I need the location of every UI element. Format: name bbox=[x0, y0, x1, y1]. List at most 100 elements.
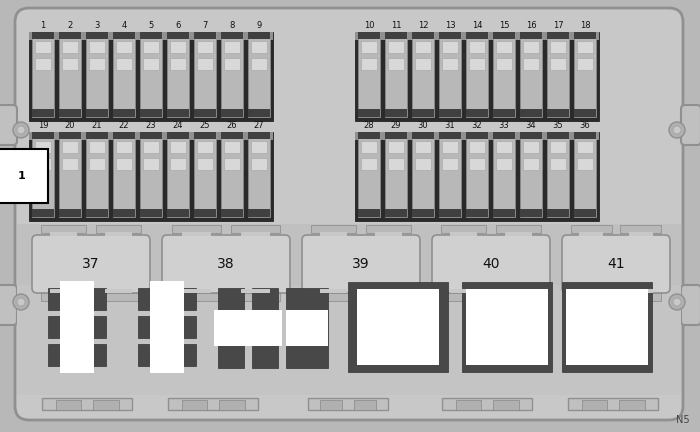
Bar bbox=[493, 132, 515, 139]
Bar bbox=[241, 232, 270, 236]
Bar bbox=[385, 132, 407, 217]
Bar bbox=[219, 400, 244, 410]
Bar bbox=[361, 58, 377, 70]
Bar bbox=[248, 132, 270, 139]
Bar bbox=[96, 293, 141, 301]
Bar bbox=[577, 158, 593, 170]
Bar bbox=[89, 58, 105, 70]
Bar bbox=[194, 109, 216, 117]
Circle shape bbox=[669, 122, 685, 138]
FancyBboxPatch shape bbox=[0, 285, 17, 325]
Bar bbox=[32, 32, 54, 117]
Bar bbox=[520, 32, 542, 117]
Bar bbox=[620, 400, 645, 410]
Bar bbox=[221, 109, 243, 117]
Bar bbox=[523, 158, 539, 170]
Bar bbox=[55, 400, 80, 410]
Bar bbox=[365, 225, 411, 233]
Bar bbox=[167, 132, 189, 217]
Bar bbox=[89, 158, 105, 170]
Circle shape bbox=[669, 294, 685, 310]
Text: 35: 35 bbox=[553, 121, 564, 130]
Bar bbox=[194, 132, 216, 139]
Bar bbox=[221, 32, 243, 117]
Bar bbox=[48, 288, 106, 310]
Bar bbox=[358, 32, 380, 117]
Bar bbox=[388, 41, 404, 53]
Text: 31: 31 bbox=[444, 121, 455, 130]
Bar bbox=[167, 32, 189, 117]
Text: 3: 3 bbox=[74, 322, 80, 332]
Bar bbox=[415, 41, 431, 53]
Bar bbox=[96, 225, 141, 233]
Bar bbox=[568, 398, 658, 410]
Bar bbox=[415, 158, 431, 170]
Bar bbox=[168, 398, 258, 410]
Bar bbox=[224, 41, 240, 53]
Bar bbox=[358, 132, 380, 139]
Bar bbox=[550, 41, 566, 53]
Bar bbox=[361, 41, 377, 53]
Bar bbox=[59, 132, 81, 217]
Bar bbox=[194, 32, 216, 117]
Bar bbox=[439, 132, 461, 139]
Bar bbox=[29, 132, 273, 221]
Text: 16: 16 bbox=[526, 21, 536, 30]
FancyBboxPatch shape bbox=[681, 285, 700, 325]
Bar bbox=[143, 141, 159, 153]
Bar bbox=[86, 32, 108, 117]
Bar bbox=[35, 41, 51, 53]
FancyBboxPatch shape bbox=[162, 235, 290, 293]
Text: 1: 1 bbox=[18, 171, 26, 181]
Bar bbox=[466, 132, 488, 217]
Bar bbox=[248, 32, 270, 117]
Bar bbox=[89, 141, 105, 153]
Bar bbox=[170, 58, 186, 70]
Bar bbox=[167, 132, 189, 139]
Bar bbox=[41, 293, 86, 301]
Bar bbox=[194, 32, 216, 39]
Bar bbox=[116, 58, 132, 70]
Text: 7: 7 bbox=[202, 21, 208, 30]
Bar bbox=[358, 132, 380, 217]
Text: 37: 37 bbox=[83, 257, 99, 271]
Bar bbox=[308, 398, 388, 410]
Bar bbox=[355, 132, 599, 221]
Bar bbox=[59, 32, 81, 39]
Bar bbox=[388, 158, 404, 170]
Bar bbox=[218, 288, 244, 368]
Text: 9: 9 bbox=[256, 21, 262, 30]
Bar bbox=[469, 158, 485, 170]
Bar bbox=[143, 41, 159, 53]
Bar bbox=[251, 41, 267, 53]
Bar bbox=[143, 158, 159, 170]
Text: 13: 13 bbox=[596, 320, 617, 334]
Bar bbox=[574, 209, 596, 217]
Text: 32: 32 bbox=[472, 121, 482, 130]
Bar bbox=[35, 141, 51, 153]
Bar bbox=[62, 141, 78, 153]
Circle shape bbox=[13, 122, 29, 138]
Bar bbox=[415, 58, 431, 70]
Bar bbox=[361, 158, 377, 170]
Text: 20: 20 bbox=[64, 121, 76, 130]
FancyBboxPatch shape bbox=[302, 235, 420, 293]
Text: 25: 25 bbox=[199, 121, 210, 130]
Bar bbox=[388, 141, 404, 153]
Bar bbox=[140, 32, 162, 39]
FancyBboxPatch shape bbox=[0, 105, 17, 145]
Text: 27: 27 bbox=[253, 121, 265, 130]
Bar bbox=[221, 132, 243, 217]
Bar bbox=[493, 32, 515, 39]
FancyBboxPatch shape bbox=[562, 235, 670, 293]
Text: 17: 17 bbox=[553, 21, 564, 30]
Bar bbox=[547, 132, 569, 217]
Circle shape bbox=[13, 294, 29, 310]
Bar bbox=[415, 141, 431, 153]
Circle shape bbox=[673, 298, 681, 306]
Bar bbox=[374, 232, 402, 236]
Bar bbox=[439, 32, 461, 117]
Bar bbox=[520, 32, 542, 39]
Bar bbox=[231, 225, 280, 233]
Bar bbox=[577, 141, 593, 153]
